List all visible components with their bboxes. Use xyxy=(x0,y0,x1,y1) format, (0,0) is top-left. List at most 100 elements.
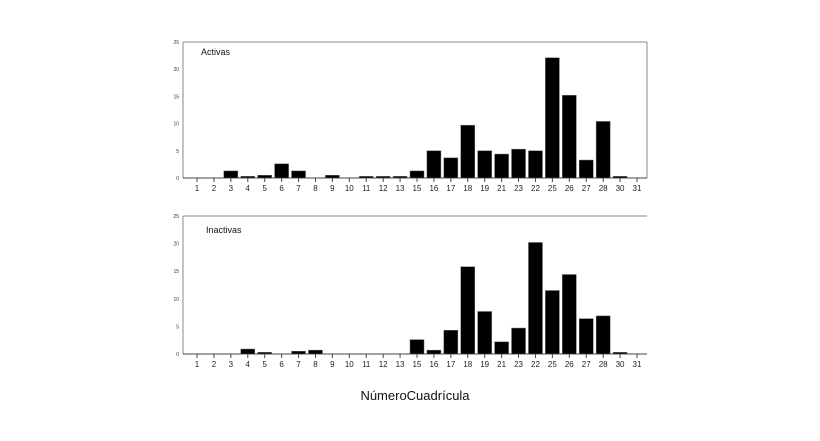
x-tick-label: 5 xyxy=(262,184,267,193)
x-tick-label: 4 xyxy=(246,184,251,193)
x-tick-label: 10 xyxy=(345,360,354,369)
bar-9 xyxy=(325,175,340,179)
bar-19 xyxy=(477,150,492,179)
x-tick-label: 23 xyxy=(514,184,523,193)
x-tick-label: 19 xyxy=(480,360,489,369)
x-tick-label: 27 xyxy=(582,360,591,369)
bar-21 xyxy=(494,341,509,355)
x-tick-label: 2 xyxy=(212,184,217,193)
x-tick-label: 21 xyxy=(497,184,506,193)
y-tick-label: 20 xyxy=(173,67,179,73)
y-tick-label: 0 xyxy=(176,352,179,358)
x-tick-label: 9 xyxy=(330,360,335,369)
x-tick-label: 23 xyxy=(514,360,523,369)
bar-18 xyxy=(460,124,476,179)
x-tick-label: 11 xyxy=(362,184,371,193)
x-tick-label: 2 xyxy=(212,360,217,369)
x-tick-label: 4 xyxy=(246,360,251,369)
bar-30 xyxy=(612,352,628,355)
bar-27 xyxy=(578,318,594,355)
bar-3 xyxy=(223,170,239,179)
x-tick-label: 30 xyxy=(616,360,625,369)
bar-15 xyxy=(409,170,425,179)
activas-label: Activas xyxy=(201,47,231,57)
bar-26 xyxy=(562,274,577,355)
x-tick-label: 31 xyxy=(633,360,642,369)
x-tick-label: 18 xyxy=(463,184,472,193)
bar-19 xyxy=(477,311,492,355)
y-tick-label: 10 xyxy=(173,122,179,128)
x-tick-label: 10 xyxy=(345,184,354,193)
bar-22 xyxy=(528,150,543,179)
x-tick-label: 11 xyxy=(362,360,371,369)
y-tick-label: 20 xyxy=(173,242,179,248)
x-tick-label: 28 xyxy=(599,360,608,369)
bar-7 xyxy=(291,350,306,355)
bar-17 xyxy=(443,157,459,179)
x-tick-label: 25 xyxy=(548,360,557,369)
bar-21 xyxy=(494,153,509,179)
y-tick-label: 5 xyxy=(176,149,179,155)
bar-25 xyxy=(545,290,560,355)
x-tick-label: 6 xyxy=(279,360,284,369)
x-tick-label: 21 xyxy=(497,360,506,369)
x-tick-label: 19 xyxy=(480,184,489,193)
bar-16 xyxy=(426,349,442,355)
bar-16 xyxy=(426,150,442,179)
x-tick-label: 12 xyxy=(379,360,388,369)
bar-23 xyxy=(511,327,526,355)
x-tick-label: 17 xyxy=(446,184,455,193)
x-tick-label: 8 xyxy=(313,360,318,369)
bar-28 xyxy=(595,315,611,355)
x-tick-label: 22 xyxy=(531,184,540,193)
y-tick-label: 10 xyxy=(173,297,179,303)
x-tick-label: 8 xyxy=(313,184,318,193)
x-tick-label: 28 xyxy=(599,184,608,193)
x-tick-label: 15 xyxy=(413,184,422,193)
bar-8 xyxy=(308,349,323,355)
y-tick-label: 0 xyxy=(176,176,179,182)
bar-5 xyxy=(257,175,272,179)
bar-4 xyxy=(240,176,256,179)
x-tick-label: 31 xyxy=(633,184,642,193)
bar-28 xyxy=(595,121,611,179)
x-tick-label: 15 xyxy=(413,360,422,369)
x-tick-label: 9 xyxy=(330,184,335,193)
x-tick-label: 16 xyxy=(429,184,438,193)
x-tick-label: 5 xyxy=(262,360,267,369)
bar-6 xyxy=(274,163,289,179)
x-tick-label: 27 xyxy=(582,184,591,193)
x-tick-label: 17 xyxy=(446,360,455,369)
y-tick-label: 25 xyxy=(173,214,179,220)
bar-22 xyxy=(528,242,543,355)
x-tick-label: 16 xyxy=(429,360,438,369)
x-tick-label: 7 xyxy=(296,360,301,369)
y-tick-label: 15 xyxy=(173,269,179,275)
x-tick-label: 3 xyxy=(229,184,234,193)
y-tick-label: 25 xyxy=(173,40,179,46)
x-tick-label: 26 xyxy=(565,360,574,369)
bar-26 xyxy=(562,95,577,179)
x-tick-label: 30 xyxy=(616,184,625,193)
x-tick-label: 13 xyxy=(396,184,405,193)
bar-15 xyxy=(409,339,425,355)
x-tick-label: 13 xyxy=(396,360,405,369)
bar-5 xyxy=(257,352,272,355)
inactivas-label: Inactivas xyxy=(206,225,242,235)
x-tick-label: 18 xyxy=(463,360,472,369)
x-tick-label: 12 xyxy=(379,184,388,193)
x-tick-label: 26 xyxy=(565,184,574,193)
x-tick-label: 22 xyxy=(531,360,540,369)
x-tick-label: 3 xyxy=(229,360,234,369)
bar-13 xyxy=(392,176,408,179)
x-tick-label: 1 xyxy=(195,360,200,369)
bar-17 xyxy=(443,330,459,355)
x-tick-label: 25 xyxy=(548,184,557,193)
bar-30 xyxy=(612,176,628,179)
y-tick-label: 5 xyxy=(176,324,179,330)
x-tick-label: 7 xyxy=(296,184,301,193)
x-axis-label: NúmeroCuadrícula xyxy=(360,388,470,403)
